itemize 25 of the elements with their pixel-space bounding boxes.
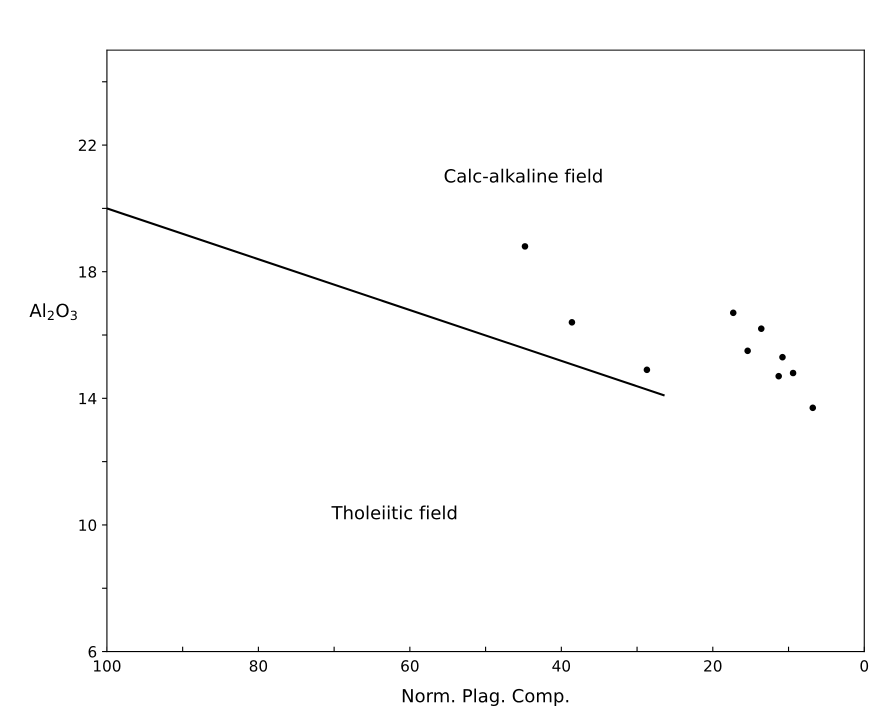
- x-tick-label: 0: [860, 660, 868, 672]
- y-tick-label: 14: [79, 392, 96, 404]
- x-tick-label: 80: [250, 660, 268, 672]
- point: [809, 404, 816, 412]
- x-axis-title: Norm. Plag. Comp.: [402, 688, 568, 706]
- point: [568, 319, 576, 326]
- x-tick-label: 60: [401, 660, 419, 672]
- annotation: Tholeiitic field: [331, 506, 456, 520]
- y-tick-label: 10: [79, 519, 96, 531]
- y-axis-title: Al$_{2}$O$_{3}$: [29, 303, 77, 320]
- point: [644, 366, 650, 374]
- point: [522, 243, 528, 250]
- x-tick-label: 20: [704, 660, 722, 672]
- annotation: Calc-alkaline field: [444, 168, 602, 183]
- point: [790, 370, 796, 376]
- point: [744, 348, 751, 354]
- point: [775, 372, 782, 380]
- y-tick-label: 6: [88, 646, 96, 658]
- x-tick-label: 100: [94, 660, 120, 672]
- point: [779, 354, 786, 360]
- y-tick-label: 22: [78, 140, 96, 151]
- point: [730, 310, 737, 316]
- y-tick-label: 18: [79, 266, 96, 278]
- x-tick-label: 40: [552, 660, 570, 672]
- point: [758, 325, 765, 332]
